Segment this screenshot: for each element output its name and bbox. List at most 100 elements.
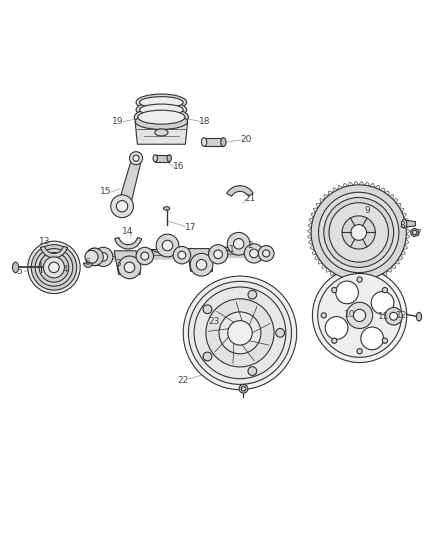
Ellipse shape [221, 138, 226, 147]
Circle shape [241, 386, 246, 391]
Polygon shape [221, 247, 250, 251]
Polygon shape [404, 220, 416, 227]
Circle shape [178, 251, 186, 259]
Circle shape [173, 246, 191, 264]
Text: 5: 5 [16, 267, 22, 276]
Circle shape [203, 305, 212, 313]
Circle shape [156, 234, 179, 257]
Circle shape [133, 155, 139, 161]
Circle shape [244, 244, 264, 263]
Circle shape [39, 253, 69, 282]
Ellipse shape [135, 114, 187, 130]
Circle shape [346, 302, 373, 328]
Circle shape [318, 273, 402, 357]
Polygon shape [307, 181, 410, 284]
Polygon shape [84, 263, 92, 268]
Text: 17: 17 [185, 223, 196, 232]
Circle shape [162, 240, 173, 251]
Ellipse shape [417, 312, 422, 321]
Circle shape [43, 257, 64, 278]
Circle shape [94, 247, 113, 266]
Polygon shape [204, 138, 223, 147]
Ellipse shape [201, 138, 207, 147]
Text: 10: 10 [344, 310, 356, 319]
Circle shape [312, 268, 407, 362]
Circle shape [318, 192, 399, 272]
Circle shape [188, 281, 291, 384]
Circle shape [336, 281, 358, 304]
Ellipse shape [138, 110, 185, 124]
Text: 12: 12 [396, 311, 407, 320]
Circle shape [214, 250, 223, 259]
Circle shape [239, 384, 248, 393]
Circle shape [342, 216, 375, 249]
Text: 14: 14 [122, 227, 133, 236]
Circle shape [136, 247, 153, 265]
Polygon shape [115, 238, 141, 249]
Circle shape [203, 352, 212, 361]
Circle shape [329, 203, 389, 262]
Ellipse shape [402, 220, 407, 228]
Circle shape [86, 248, 103, 265]
Text: 13: 13 [39, 237, 50, 246]
Circle shape [49, 262, 59, 272]
Polygon shape [117, 157, 141, 208]
Text: 3: 3 [115, 259, 120, 268]
Circle shape [351, 224, 367, 240]
Circle shape [332, 338, 337, 343]
Circle shape [357, 277, 362, 282]
Polygon shape [40, 246, 67, 258]
Text: 8: 8 [399, 221, 405, 230]
Polygon shape [187, 248, 212, 271]
Circle shape [248, 290, 257, 299]
Text: 11: 11 [378, 312, 390, 321]
Circle shape [361, 327, 384, 350]
Polygon shape [227, 185, 253, 196]
Circle shape [382, 338, 388, 343]
Circle shape [311, 185, 406, 280]
Circle shape [233, 239, 244, 249]
Circle shape [413, 230, 417, 235]
Circle shape [371, 292, 394, 314]
Circle shape [357, 349, 362, 354]
Circle shape [385, 308, 403, 325]
Ellipse shape [136, 101, 187, 118]
Circle shape [85, 251, 98, 263]
Ellipse shape [134, 108, 188, 127]
Circle shape [141, 252, 149, 260]
Ellipse shape [86, 248, 103, 265]
Circle shape [250, 249, 258, 258]
Ellipse shape [12, 262, 18, 272]
Circle shape [393, 313, 398, 318]
Text: 4: 4 [63, 265, 68, 274]
Text: 18: 18 [199, 117, 211, 126]
Circle shape [276, 328, 285, 337]
Text: 1: 1 [229, 245, 235, 254]
Polygon shape [114, 251, 141, 274]
Ellipse shape [153, 155, 157, 161]
Circle shape [118, 256, 141, 279]
Ellipse shape [140, 104, 183, 116]
Circle shape [208, 245, 228, 264]
Circle shape [219, 312, 261, 354]
Circle shape [390, 312, 398, 320]
Circle shape [263, 250, 270, 257]
Text: 2: 2 [247, 241, 253, 250]
Circle shape [111, 195, 134, 217]
Ellipse shape [167, 155, 171, 161]
Circle shape [196, 260, 207, 270]
Text: 20: 20 [240, 135, 252, 144]
Circle shape [194, 287, 286, 379]
Circle shape [227, 232, 250, 255]
Circle shape [124, 262, 135, 272]
Text: 9: 9 [364, 206, 370, 215]
Ellipse shape [155, 129, 168, 136]
Circle shape [325, 317, 348, 340]
Polygon shape [150, 249, 178, 252]
Circle shape [190, 253, 213, 276]
Circle shape [411, 229, 419, 236]
Circle shape [324, 198, 394, 268]
Text: 19: 19 [112, 117, 124, 126]
Circle shape [382, 287, 388, 293]
Circle shape [99, 253, 108, 261]
